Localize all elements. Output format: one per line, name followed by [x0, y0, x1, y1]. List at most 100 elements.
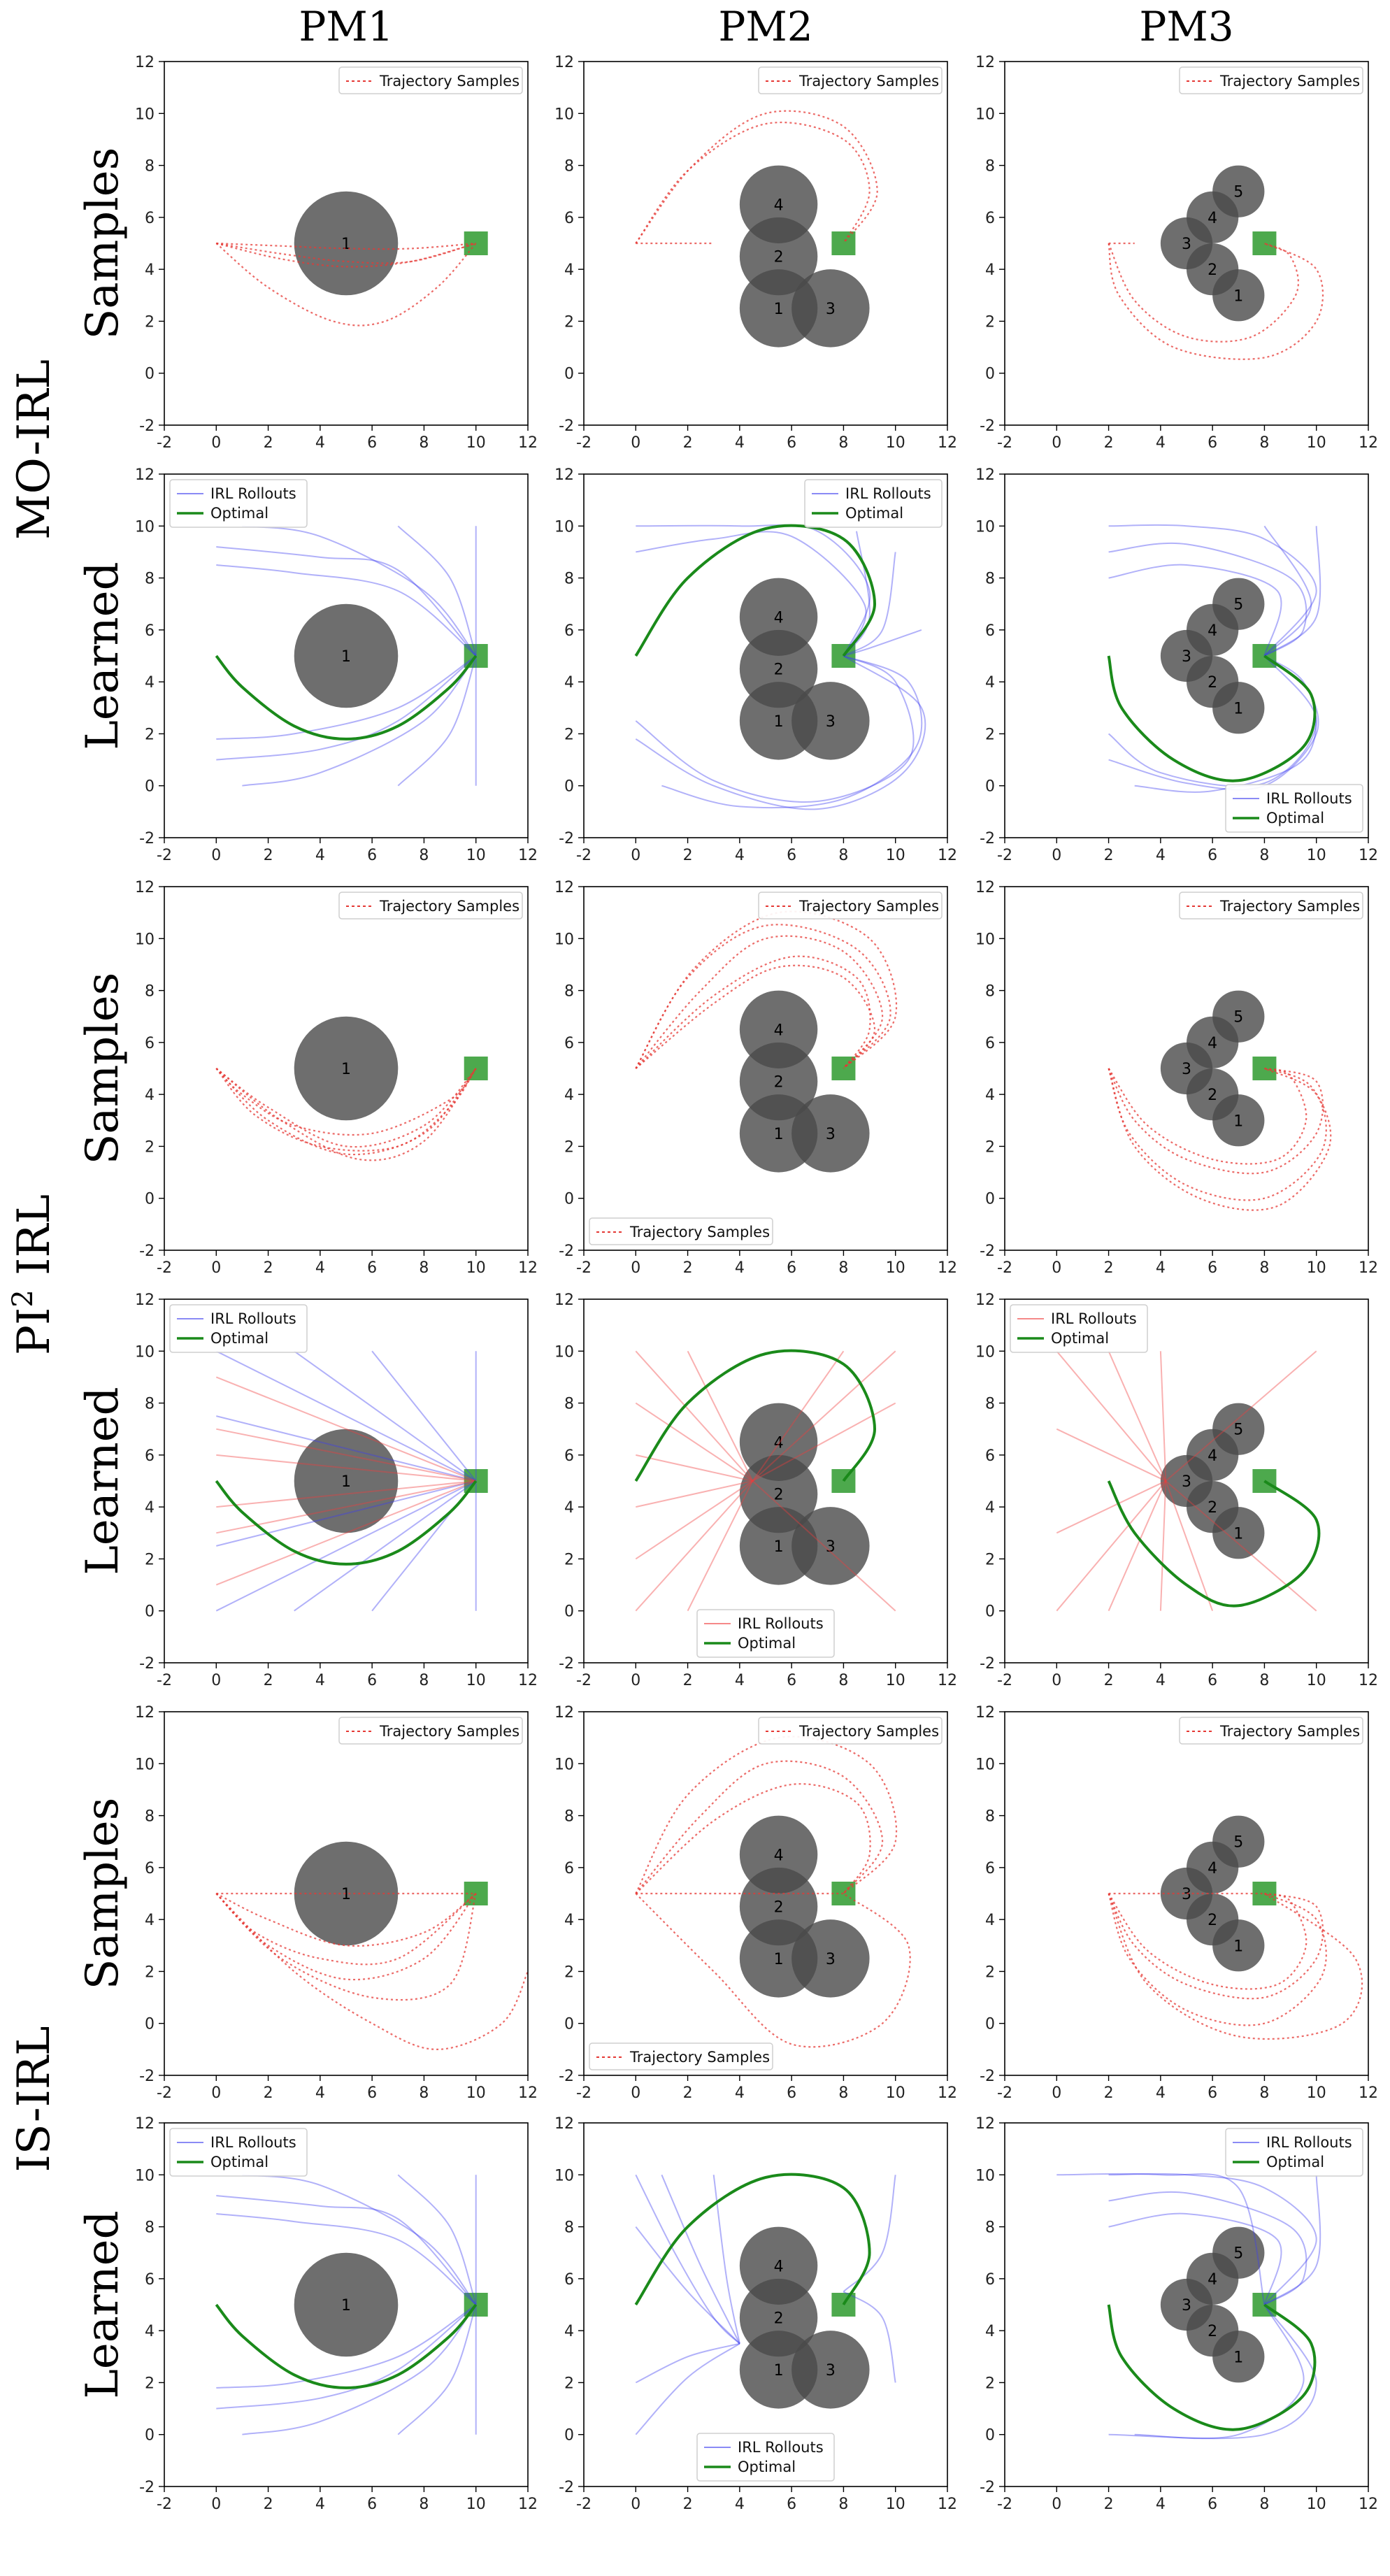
y-tick-label: 4	[564, 1499, 574, 1517]
x-tick-label: 4	[315, 1259, 325, 1277]
x-tick-label: -2	[997, 2084, 1012, 2102]
x-tick-label: 8	[419, 1672, 429, 1689]
y-tick-label: 2	[985, 313, 995, 331]
panel-4-1: 1 -2 0 2 4 6 8 10 12 -2 0 2 4 6 8 10 12 IRL Rollouts Optim…	[135, 1291, 538, 1689]
obstacle-3	[791, 1919, 870, 1998]
y-tick-label: 12	[135, 54, 155, 71]
x-tick-label: 6	[367, 2084, 377, 2102]
y-tick-label: 12	[554, 1704, 574, 1722]
y-tick-label: -2	[559, 830, 574, 847]
rollout-9	[752, 1350, 845, 1482]
rollout-7	[1263, 2175, 1321, 2305]
x-tick-label: 6	[787, 1672, 796, 1689]
axes-frame	[583, 61, 948, 426]
x-tick-label: 0	[631, 434, 640, 452]
obstacle-label-2: 2	[1208, 674, 1217, 692]
x-tick-label: 2	[1104, 2084, 1114, 2102]
x-tick-label: 8	[838, 1259, 848, 1277]
method-label-3: IS-IRL	[8, 2026, 60, 2172]
optimal-trajectory	[634, 1349, 877, 1482]
x-tick-label: 8	[419, 847, 429, 864]
x-tick-label: -2	[997, 434, 1012, 452]
legend-box	[338, 66, 523, 94]
y-tick-label: 2	[145, 2375, 155, 2392]
legend-box	[589, 1217, 773, 1245]
y-tick-label: 10	[554, 1343, 574, 1361]
legend-1: Trajectory Samples	[338, 1717, 523, 1745]
svg-text:Learned: Learned	[77, 2210, 129, 2398]
x-tick-label: 6	[367, 2496, 377, 2513]
obstacle-label-1: 1	[1233, 2349, 1243, 2366]
y-tick-label: 4	[564, 1912, 574, 1929]
y-tick-label: 2	[985, 726, 995, 743]
optimal-trajectory	[215, 1480, 478, 1566]
plot-area: 1	[215, 1016, 488, 1161]
x-tick-label: 0	[1052, 1259, 1061, 1277]
svg-text:Samples: Samples	[77, 973, 129, 1165]
legend-1: Trajectory Samples	[1179, 66, 1363, 94]
y-tick-label: 2	[564, 1138, 574, 1156]
rollout-1	[1056, 1350, 1167, 1482]
y-tick-label: 0	[985, 1191, 995, 1208]
y-tick-label: 2	[145, 1963, 155, 1981]
rollout-8	[1159, 1480, 1167, 1611]
y-tick-label: 12	[554, 879, 574, 896]
legend-label-rollouts: IRL Rollouts	[210, 1310, 296, 1327]
x-tick-label: 6	[787, 1259, 796, 1277]
legend-label-optimal: Optimal	[1266, 810, 1324, 827]
plot-area: 1 2 3 4	[634, 2173, 896, 2435]
y-tick-label: 12	[135, 1704, 155, 1722]
y-tick-label: 4	[145, 2323, 155, 2340]
x-tick-label: 2	[683, 2496, 693, 2513]
y-tick-label: 6	[985, 622, 995, 640]
row-label-6: Learned	[77, 2210, 129, 2398]
legend-label-samples: Trajectory Samples	[379, 898, 520, 915]
y-tick-label: 4	[564, 2323, 574, 2340]
obstacle-label-1: 1	[341, 2297, 351, 2314]
legend-label-rollouts: IRL Rollouts	[1051, 1310, 1137, 1327]
x-tick-label: 4	[1156, 847, 1166, 864]
rollout-1	[216, 2195, 477, 2305]
x-tick-label: 12	[518, 847, 538, 864]
y-tick-label: 0	[145, 2016, 155, 2033]
x-tick-label: 10	[886, 847, 905, 864]
optimal-trajectory	[215, 2303, 478, 2389]
x-tick-label: 2	[1104, 434, 1114, 452]
obstacle-label-1: 1	[774, 1126, 784, 1143]
x-tick-label: 12	[1359, 2496, 1378, 2513]
y-tick-label: 4	[564, 1087, 574, 1104]
x-tick-label: -2	[157, 2496, 172, 2513]
sample-trajectory-5	[1108, 1893, 1363, 2040]
rollout-9	[216, 1415, 476, 1482]
y-tick-label: 0	[564, 2427, 574, 2445]
sample-trajectory-2	[1108, 1892, 1324, 2000]
obstacle-label-4: 4	[774, 2258, 784, 2275]
panel-1-1: 1 -2 0 2 4 6 8 10 12 -2 0 2 4 6 8 10 12 Trajectory Sample…	[135, 54, 538, 452]
legend-box	[758, 1717, 943, 1745]
sample-trajectory-3	[635, 121, 870, 244]
y-tick-label: 0	[985, 778, 995, 796]
obstacle-label-2: 2	[1208, 1499, 1217, 1517]
y-tick-label: 8	[985, 1808, 995, 1826]
y-tick-label: -2	[980, 1655, 995, 1673]
y-tick-label: 8	[985, 571, 995, 588]
y-tick-label: 6	[985, 1035, 995, 1052]
y-tick-label: 0	[145, 778, 155, 796]
x-tick-label: -2	[157, 1259, 172, 1277]
y-tick-label: 0	[145, 1603, 155, 1621]
obstacle-label-1: 1	[774, 301, 784, 318]
obstacle-5	[1212, 990, 1265, 1043]
method-label-1: MO-IRL	[8, 359, 60, 540]
x-tick-label: 2	[1104, 2496, 1114, 2513]
x-tick-label: 10	[1307, 847, 1326, 864]
y-tick-label: 6	[564, 2271, 574, 2289]
x-tick-label: 12	[938, 1672, 957, 1689]
x-tick-label: 8	[838, 847, 848, 864]
obstacle-1	[294, 1016, 399, 1121]
obstacle-label-5: 5	[1233, 184, 1243, 201]
obstacle-label-4: 4	[1208, 210, 1217, 227]
